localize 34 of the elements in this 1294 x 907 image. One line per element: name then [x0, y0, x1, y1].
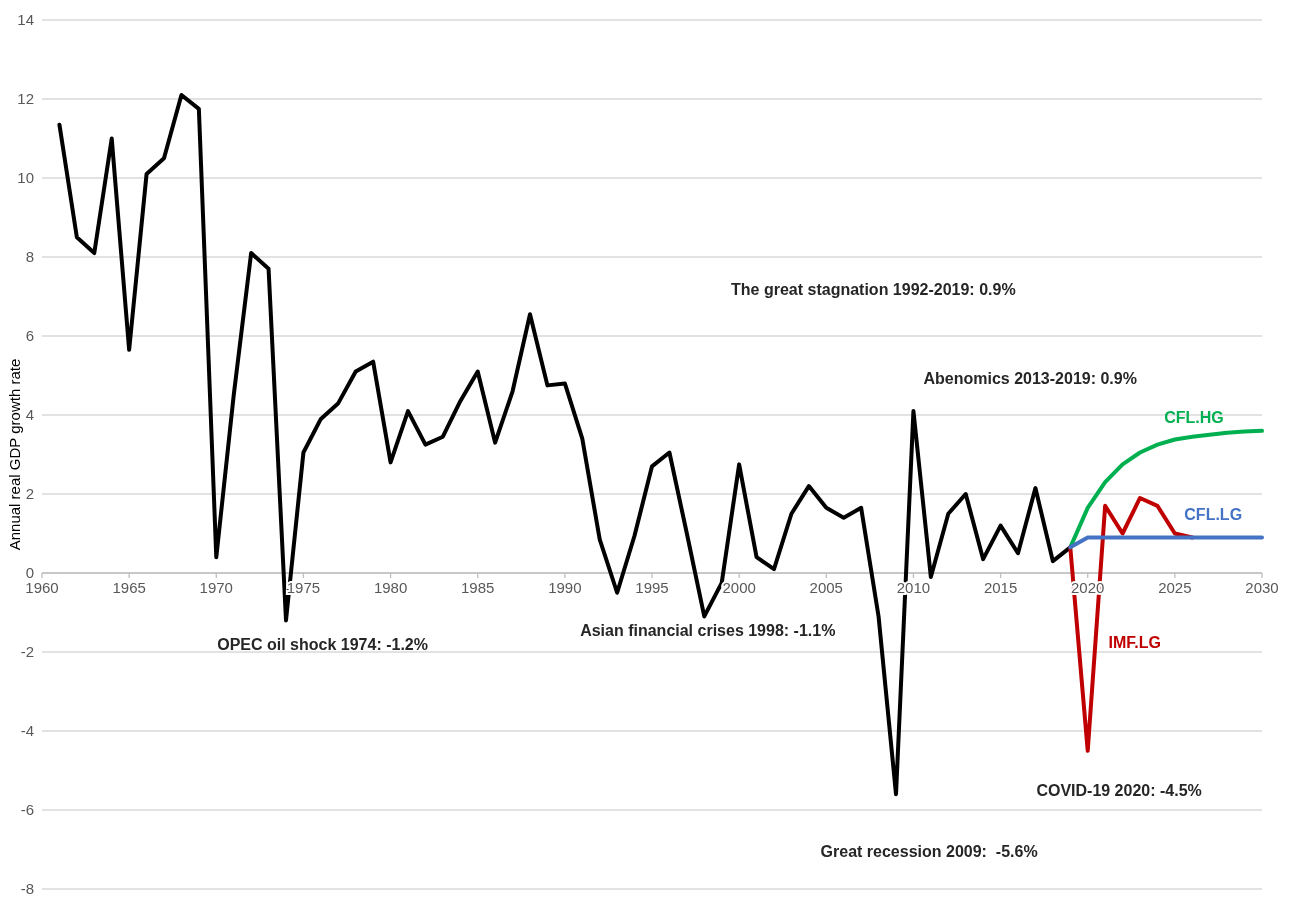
annotation: Asian financial crises 1998: -1.1%: [580, 622, 836, 640]
y-tick-label: 4: [25, 406, 34, 423]
annotation: Great recession 2009: -5.6%: [820, 843, 1038, 861]
annotation: COVID-19 2020: -4.5%: [1036, 782, 1202, 800]
y-tick-label: -2: [20, 643, 34, 660]
y-tick-label: -4: [20, 722, 34, 739]
y-tick-label: 2: [25, 485, 34, 502]
y-tick-label: 8: [25, 248, 34, 265]
series-label: IMF.LG: [1108, 634, 1161, 652]
x-tick-label: 2030: [1245, 579, 1279, 596]
x-tick-label: 2000: [722, 579, 756, 596]
y-tick-label: 0: [25, 564, 34, 581]
y-tick-label: 14: [17, 11, 34, 28]
y-tick-label: 6: [25, 327, 34, 344]
y-tick-label: 12: [17, 90, 34, 107]
x-tick-label: 1980: [373, 579, 408, 596]
x-tick-label: 1990: [548, 579, 582, 596]
x-tick-label: 1970: [199, 579, 233, 596]
x-tick-label: 2025: [1158, 579, 1192, 596]
x-tick-label: 1995: [635, 579, 669, 596]
x-tick-label: 1965: [112, 579, 146, 596]
y-tick-label: -8: [20, 880, 34, 897]
y-tick-label: 10: [17, 169, 34, 186]
x-tick-label: 2015: [983, 579, 1018, 596]
y-tick-label: -6: [20, 801, 34, 818]
x-tick-label: 1960: [25, 579, 59, 596]
x-tick-label: 2005: [809, 579, 843, 596]
annotation: Abenomics 2013-2019: 0.9%: [923, 370, 1137, 388]
x-tick-label: 1985: [461, 579, 495, 596]
series-label: CFL.LG: [1184, 505, 1243, 523]
y-axis-title: Annual real GDP growth rate: [6, 358, 23, 551]
series-label: CFL.HG: [1164, 408, 1224, 426]
annotation: The great stagnation 1992-2019: 0.9%: [731, 280, 1016, 298]
annotation: OPEC oil shock 1974: -1.2%: [217, 636, 428, 654]
